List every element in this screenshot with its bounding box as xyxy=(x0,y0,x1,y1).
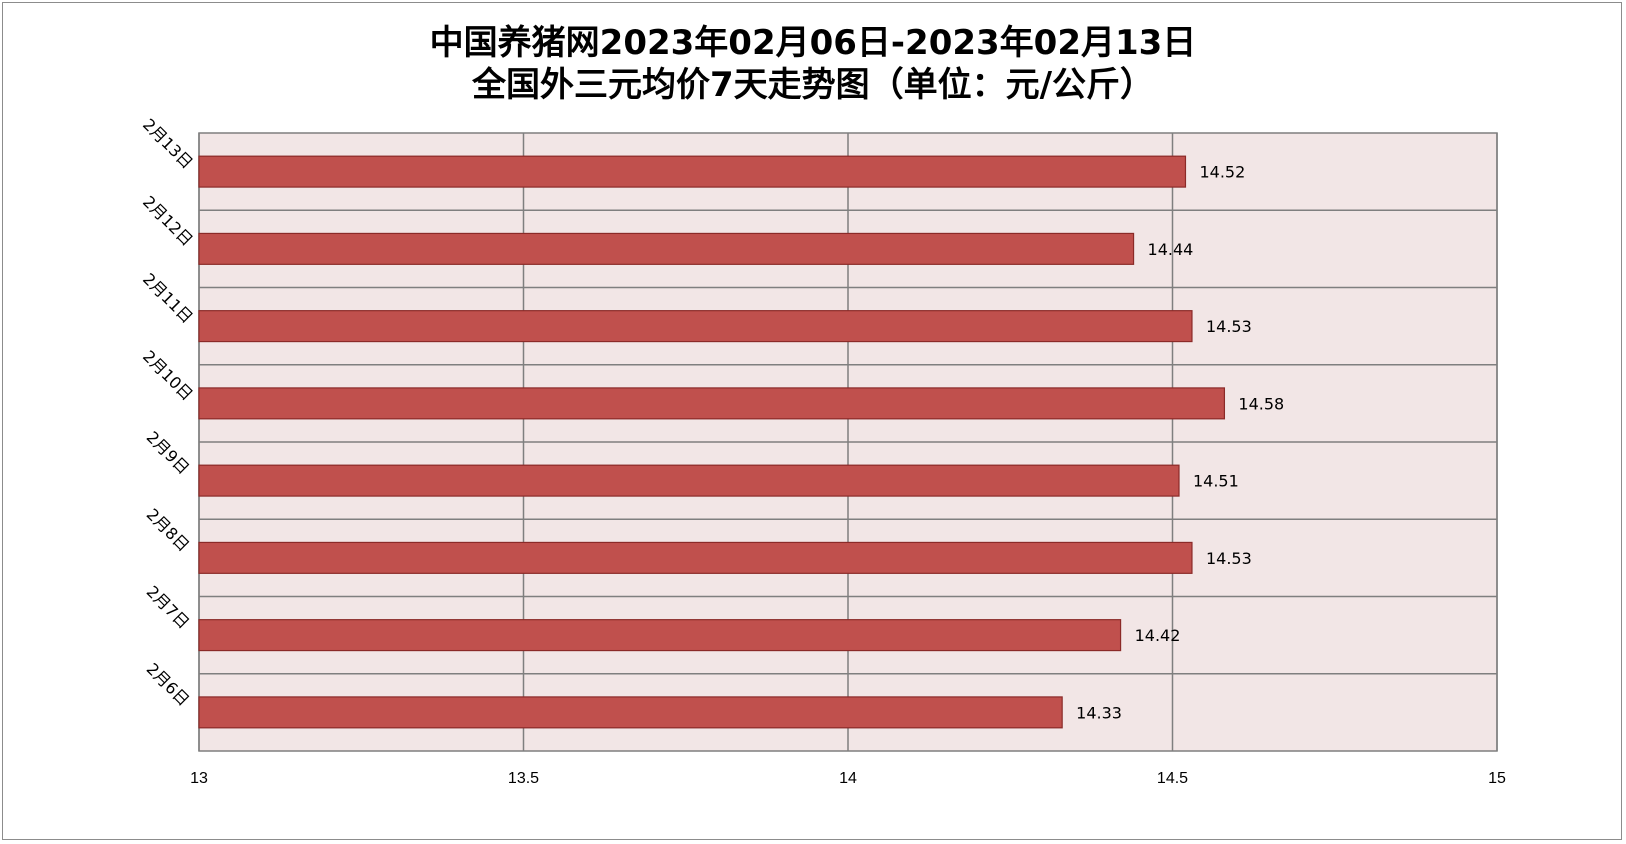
data-label-2: 14.42 xyxy=(1135,626,1181,645)
bar-7 xyxy=(198,232,1135,265)
data-label-5: 14.58 xyxy=(1238,394,1284,413)
value-axis: 13 13.5 14 14.5 15 xyxy=(190,770,1506,787)
bar-2 xyxy=(198,619,1122,652)
data-labels: 14.33 14.42 14.53 14.51 14.58 14.53 14.44 14.52 xyxy=(1076,163,1284,723)
category-label-7: 2月12日 xyxy=(139,192,197,250)
category-label-4: 2月9日 xyxy=(143,428,193,478)
bar-5 xyxy=(198,387,1226,420)
category-label-5: 2月10日 xyxy=(139,347,197,405)
x-tick-label: 14 xyxy=(839,770,857,787)
data-label-6: 14.53 xyxy=(1206,317,1252,336)
category-axis: 2月6日 2月7日 2月8日 2月9日 2月10日 2月11日 2月12日 2月13日 xyxy=(139,115,197,710)
chart-title-line1: 中国养猪网2023年02月06日-2023年02月13日 xyxy=(429,23,1197,63)
bar-4 xyxy=(198,464,1180,497)
x-tick-label: 15 xyxy=(1488,770,1506,787)
bar-8 xyxy=(198,155,1187,188)
bar-1 xyxy=(198,696,1063,729)
bar-6 xyxy=(198,310,1193,343)
data-label-4: 14.51 xyxy=(1193,472,1239,491)
data-label-7: 14.44 xyxy=(1148,240,1194,259)
bars xyxy=(198,155,1226,729)
x-tick-label: 14.5 xyxy=(1157,770,1188,787)
data-label-8: 14.52 xyxy=(1199,163,1245,182)
x-tick-label: 13 xyxy=(190,770,208,787)
data-label-3: 14.53 xyxy=(1206,549,1252,568)
category-label-8: 2月13日 xyxy=(139,115,197,173)
x-tick-label: 13.5 xyxy=(508,770,539,787)
category-label-3: 2月8日 xyxy=(143,505,193,555)
category-label-6: 2月11日 xyxy=(139,269,197,327)
data-label-1: 14.33 xyxy=(1076,703,1122,722)
category-label-1: 2月6日 xyxy=(143,659,193,709)
chart-title-line2: 全国外三元均价7天走势图（单位：元/公斤） xyxy=(471,65,1155,105)
bar-3 xyxy=(198,541,1193,574)
category-label-2: 2月7日 xyxy=(143,582,193,632)
